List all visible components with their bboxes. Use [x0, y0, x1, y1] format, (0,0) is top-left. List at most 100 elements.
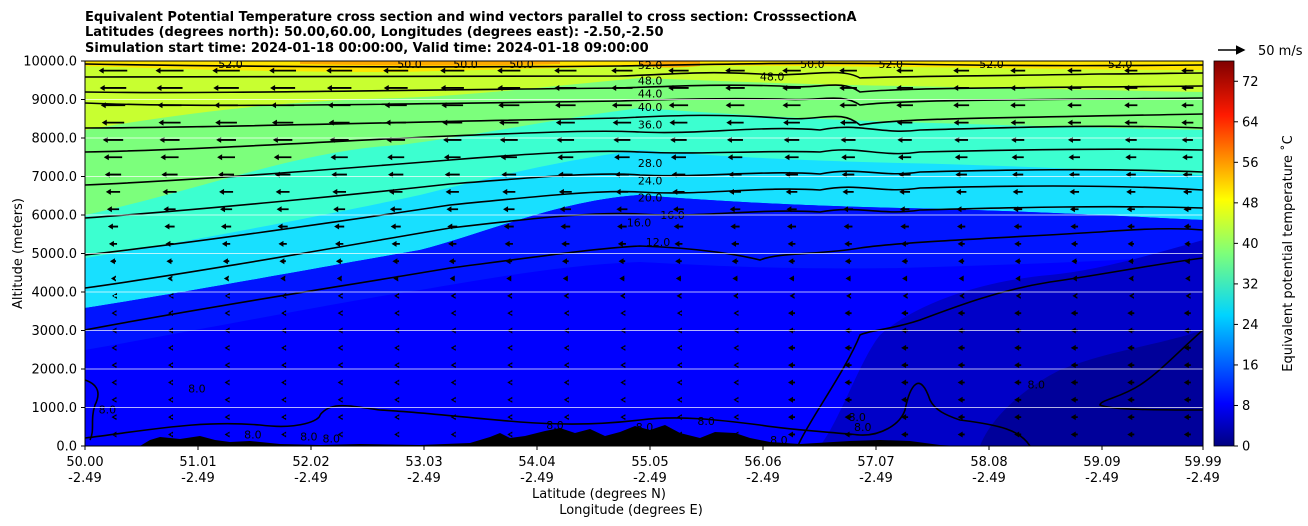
wind-vector	[1014, 379, 1022, 386]
terrain	[140, 425, 960, 446]
wind-vector	[385, 119, 406, 126]
wind-vector	[563, 431, 569, 438]
wind-vector	[392, 258, 400, 265]
wind-vector	[390, 223, 401, 230]
wind-vector	[1067, 102, 1082, 109]
wind-vector	[611, 67, 633, 74]
wind-vector	[224, 362, 230, 369]
wind-vector	[224, 344, 230, 351]
wind-vector	[281, 396, 287, 403]
wind-vector	[1010, 84, 1026, 91]
wind-vector	[957, 362, 965, 369]
wind-vector	[902, 292, 908, 299]
wind-vector	[281, 362, 287, 369]
x-tick-lon: -2.49	[181, 471, 215, 486]
wind-vector	[1012, 188, 1023, 195]
wind-vector	[1127, 414, 1135, 421]
x-tick-lat: 55.05	[631, 455, 668, 470]
wind-vector	[1185, 292, 1191, 299]
wind-vector	[953, 119, 969, 126]
wind-vector	[676, 362, 682, 369]
wind-vector	[450, 379, 456, 386]
contour-label: 8.0	[99, 403, 117, 416]
wind-vector	[507, 310, 513, 317]
y-tick-label: 1000.0	[32, 401, 78, 416]
wind-vector	[1010, 119, 1025, 126]
wind-vector	[788, 396, 796, 403]
wind-vector	[1070, 431, 1078, 438]
wind-vector	[162, 188, 177, 195]
colorbar-tick-label: 64	[1242, 115, 1259, 130]
wind-vector	[787, 223, 797, 230]
wind-vector	[270, 84, 296, 91]
wind-vector	[443, 154, 461, 161]
wind-vector	[1124, 119, 1138, 126]
wind-vector	[280, 275, 286, 282]
x-tick-lon: -2.49	[633, 471, 667, 486]
wind-vector	[788, 258, 795, 265]
wind-vector	[276, 206, 289, 213]
wind-vector	[102, 136, 124, 143]
wind-vector	[110, 275, 116, 282]
wind-vector	[844, 396, 852, 403]
wind-vector	[388, 188, 403, 195]
wind-vector	[333, 206, 346, 213]
contour-label: 36.0	[638, 119, 663, 132]
wind-vector	[337, 414, 343, 421]
wind-vector	[844, 362, 852, 369]
wind-vector	[733, 431, 739, 438]
wind-vector	[668, 84, 689, 91]
contour-label: 20.0	[638, 192, 663, 205]
wind-vector	[166, 258, 173, 265]
wind-vector	[1184, 258, 1190, 265]
contour-label: 50.0	[800, 58, 825, 71]
wind-vector	[1128, 258, 1134, 265]
wind-vector	[844, 414, 852, 421]
wind-vector	[620, 396, 626, 403]
y-tick-label: 5000.0	[32, 247, 78, 262]
wind-vector	[506, 275, 512, 282]
quiver-key-label: 50 m/s	[1258, 44, 1303, 59]
wind-vector	[676, 414, 682, 421]
wind-vector	[955, 188, 967, 195]
wind-vector	[1182, 154, 1193, 161]
wind-vector	[450, 362, 456, 369]
wind-vector	[221, 240, 231, 247]
wind-vector	[620, 414, 626, 421]
wind-vector	[1015, 292, 1021, 299]
contour-line-28	[85, 148, 1203, 186]
wind-vector	[615, 188, 629, 195]
wind-vector	[111, 292, 117, 299]
wind-vector	[215, 119, 237, 126]
wind-vector	[563, 292, 569, 299]
colorbar-ticks: 0 8 16 24 32 40 48 56 64 72	[1234, 75, 1259, 455]
wind-vector	[782, 84, 801, 91]
wind-vector	[1183, 414, 1191, 421]
wind-vector	[1128, 275, 1134, 282]
wind-vector	[163, 206, 176, 213]
contour-label: 48.0	[638, 74, 663, 87]
wind-vector	[328, 119, 350, 126]
wind-vector	[843, 206, 854, 213]
wind-vector	[731, 240, 739, 247]
wind-vector	[1183, 431, 1191, 438]
contour-label: 8.0	[1028, 378, 1046, 391]
contour-line-8-right	[797, 257, 1203, 446]
wind-vector	[281, 431, 287, 438]
wind-vector	[1183, 362, 1191, 369]
wind-vector	[788, 362, 796, 369]
wind-vector	[673, 206, 684, 213]
wind-vector	[217, 154, 236, 161]
wind-vector	[676, 396, 682, 403]
wind-vector	[788, 344, 796, 351]
wind-vector	[498, 102, 520, 109]
contour-line-52	[85, 62, 1203, 68]
x-tick-lat: 58.08	[970, 455, 1007, 470]
colorbar-tick-label: 72	[1242, 75, 1259, 90]
wind-vector	[156, 84, 183, 91]
wind-vector	[503, 206, 515, 213]
contour-line-44	[85, 84, 1203, 94]
wind-vector	[327, 102, 351, 109]
wind-vector	[668, 67, 689, 74]
wind-vector	[668, 102, 689, 109]
